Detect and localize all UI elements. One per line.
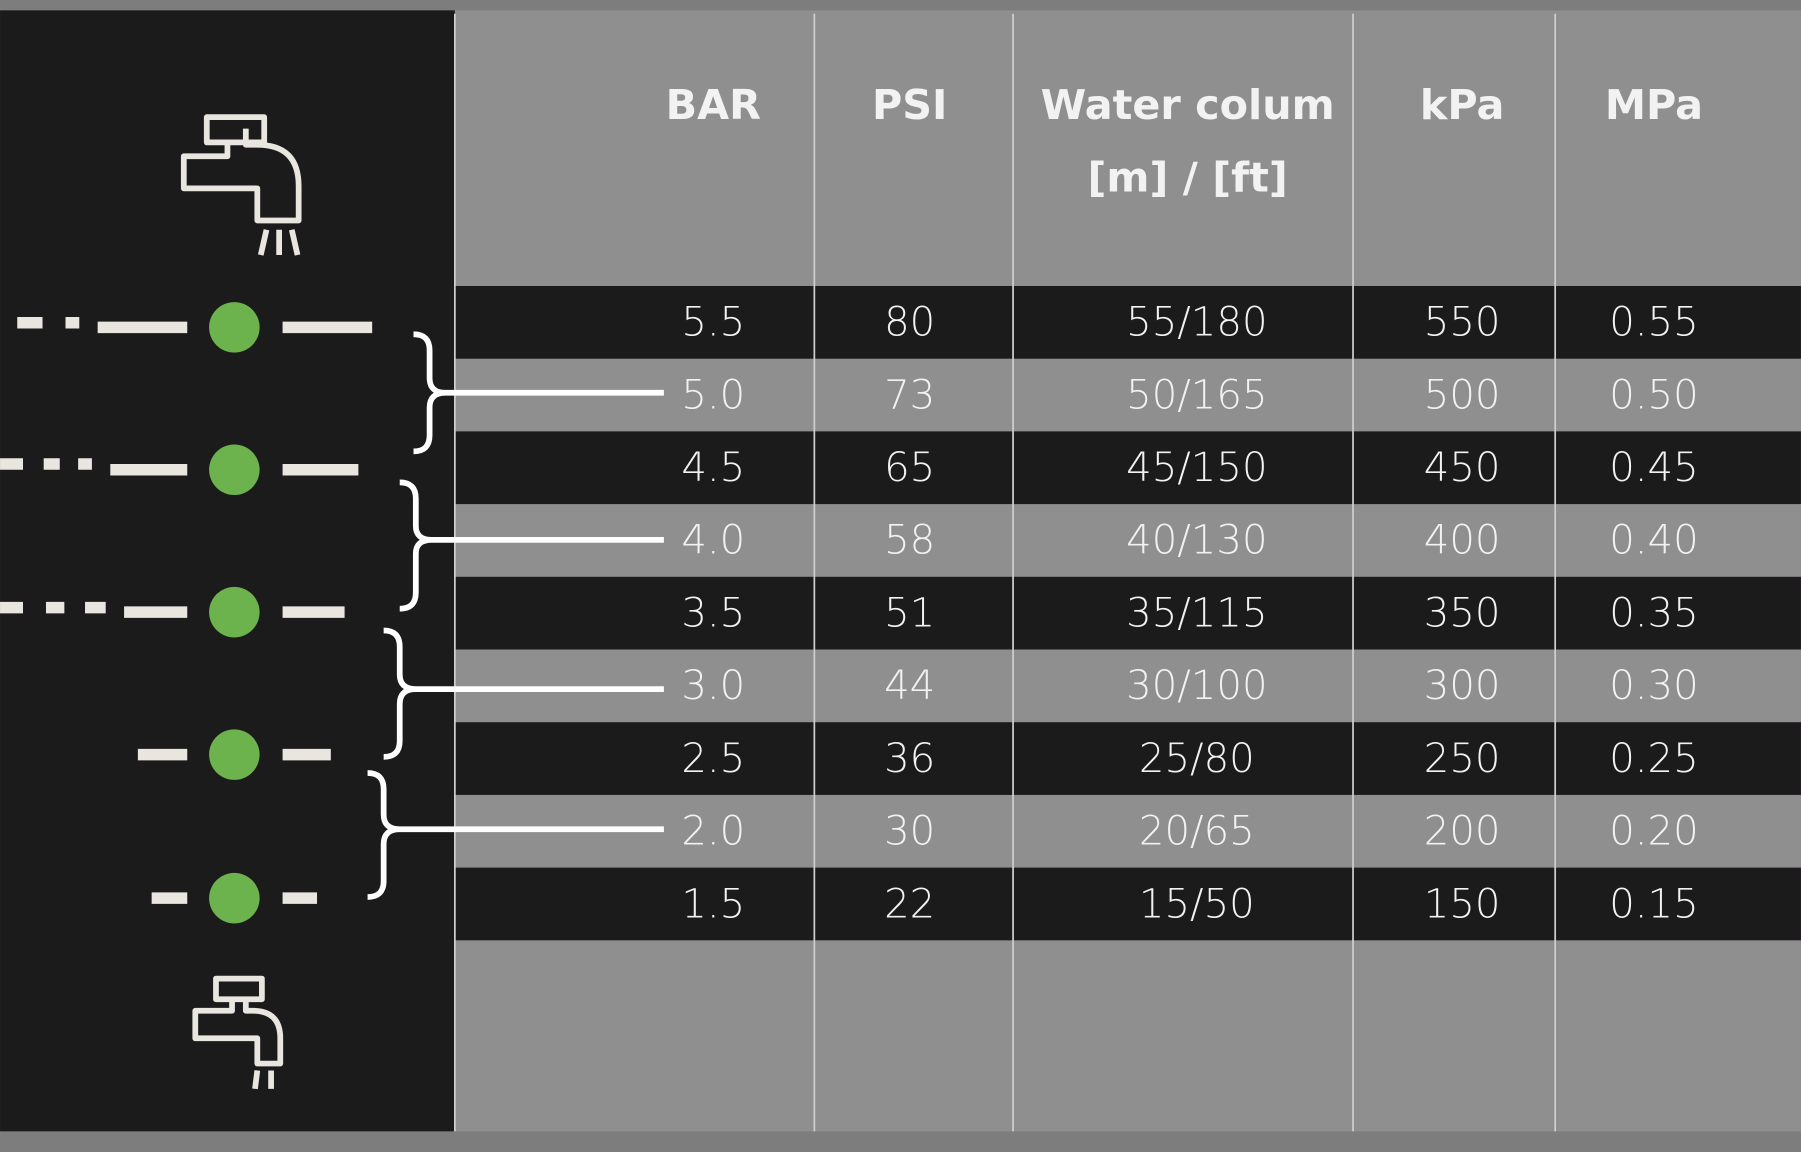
column-header: kPa bbox=[1420, 81, 1505, 129]
table-cell: 500 bbox=[1424, 372, 1501, 418]
table-cell: 250 bbox=[1424, 736, 1501, 782]
table-cell: 35/115 bbox=[1126, 590, 1267, 636]
table-cell: 51 bbox=[884, 590, 935, 636]
row-band bbox=[454, 722, 1801, 795]
table-cell: 0.45 bbox=[1609, 445, 1698, 491]
table-cell: 45/150 bbox=[1126, 445, 1267, 491]
table-cell: 2.5 bbox=[681, 736, 745, 782]
column-header: Water colum bbox=[1041, 81, 1335, 129]
column-header: BAR bbox=[666, 81, 761, 129]
row-band bbox=[454, 867, 1801, 941]
table-cell: 2.0 bbox=[681, 809, 745, 855]
table-cell: 400 bbox=[1424, 518, 1501, 564]
table-cell: 25/80 bbox=[1139, 736, 1255, 782]
table-cell: 350 bbox=[1424, 590, 1501, 636]
table-rows bbox=[454, 285, 1801, 941]
row-band bbox=[454, 431, 1801, 505]
table-text: BAR PSI Water colum [m] / [ft] kPa MPa 5.5 80 55… bbox=[666, 81, 1703, 927]
left-panel bbox=[0, 10, 455, 1132]
table-cell: 50/165 bbox=[1126, 372, 1267, 418]
tap-icon-bottom bbox=[192, 975, 284, 1090]
table-cell: 0.20 bbox=[1609, 809, 1698, 855]
level-dashes bbox=[0, 317, 373, 904]
table-cell: 0.15 bbox=[1609, 881, 1698, 927]
table-cell: 5.0 bbox=[681, 372, 745, 418]
table-cell: 73 bbox=[884, 372, 935, 418]
table-cell: 65 bbox=[884, 445, 935, 491]
table-cell: 30 bbox=[884, 809, 935, 855]
table-cell: 450 bbox=[1424, 445, 1501, 491]
table-cell: 0.30 bbox=[1609, 663, 1698, 709]
column-dividers bbox=[453, 13, 1557, 1132]
row-band bbox=[454, 576, 1801, 650]
table-cell: 3.5 bbox=[681, 590, 745, 636]
table-cell: 0.55 bbox=[1609, 300, 1698, 346]
column-header: [m] / [ft] bbox=[1088, 153, 1288, 201]
row-band bbox=[454, 285, 1801, 359]
table-cell: 15/50 bbox=[1139, 881, 1255, 927]
column-header: PSI bbox=[872, 81, 947, 129]
table-cell: 36 bbox=[884, 736, 935, 782]
table-cell: 0.50 bbox=[1609, 372, 1698, 418]
table-cell: 0.40 bbox=[1609, 518, 1698, 564]
column-header: MPa bbox=[1605, 81, 1703, 129]
table-cell: 300 bbox=[1424, 663, 1501, 709]
table-cell: 0.25 bbox=[1609, 736, 1698, 782]
table-cell: 30/100 bbox=[1126, 663, 1267, 709]
table-cell: 3.0 bbox=[681, 663, 745, 709]
table-cell: 55/180 bbox=[1126, 300, 1267, 346]
table-cell: 150 bbox=[1424, 881, 1501, 927]
tap-icon-top bbox=[180, 114, 302, 256]
table-cell: 44 bbox=[884, 663, 935, 709]
table-cell: 40/130 bbox=[1126, 518, 1267, 564]
table-panel bbox=[454, 10, 1801, 1132]
table-cell: 0.35 bbox=[1609, 590, 1698, 636]
table-cell: 20/65 bbox=[1139, 809, 1255, 855]
table-cell: 1.5 bbox=[681, 881, 745, 927]
table-cell: 4.0 bbox=[681, 518, 745, 564]
table-cell: 80 bbox=[884, 300, 935, 346]
table-cell: 550 bbox=[1424, 300, 1501, 346]
table-cell: 5.5 bbox=[681, 300, 745, 346]
range-braces bbox=[367, 331, 664, 900]
table-cell: 200 bbox=[1424, 809, 1501, 855]
table-cell: 22 bbox=[884, 881, 935, 927]
table-cell: 4.5 bbox=[681, 445, 745, 491]
level-dots bbox=[209, 302, 260, 924]
table-cell: 58 bbox=[884, 518, 935, 564]
